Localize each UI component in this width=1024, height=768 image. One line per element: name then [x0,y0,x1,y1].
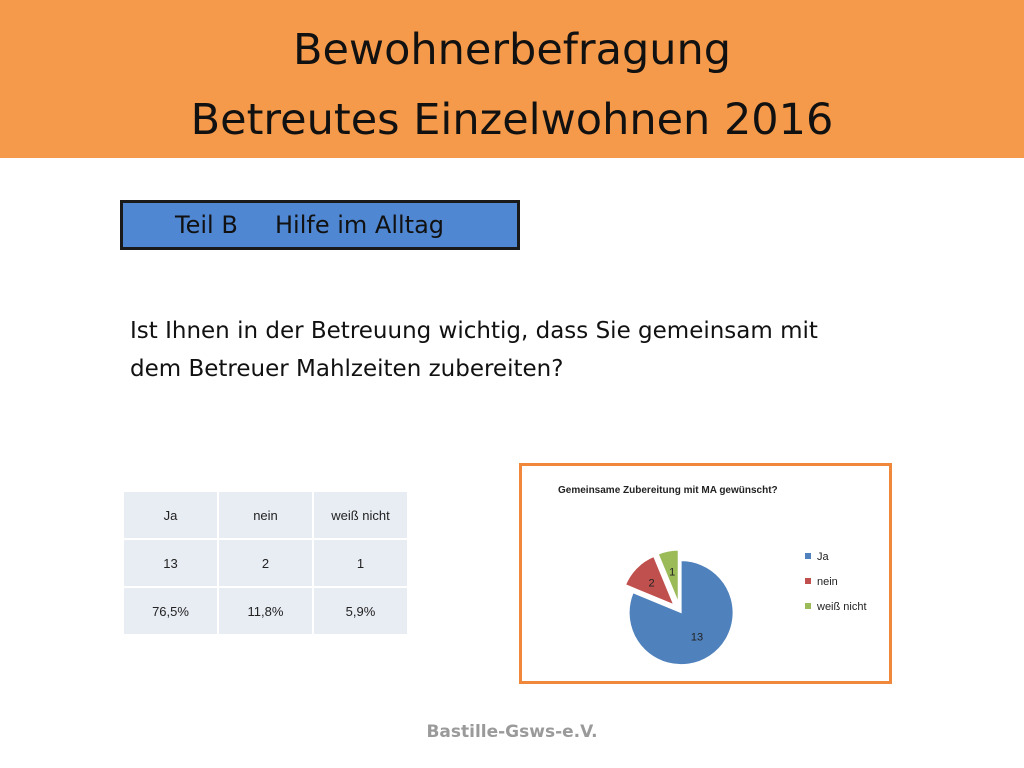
pie-chart-frame: Gemeinsame Zubereitung mit MA gewünscht?… [519,463,892,684]
results-table: Ja nein weiß nicht 13 2 1 76,5% 11,8% 5,… [122,490,409,636]
header-cell-weiss-nicht: weiß nicht [314,492,407,538]
percent-cell-nein: 11,8% [219,588,312,634]
count-cell-ja: 13 [124,540,217,586]
section-topic-label: Hilfe im Alltag [275,211,445,239]
legend-item-weiss-nicht: weiß nicht [816,601,867,613]
slice-nein [624,555,675,606]
survey-question: Ist Ihnen in der Betreuung wichtig, dass… [130,312,950,388]
table-row-counts: 13 2 1 [124,540,407,586]
data-label-weiss-nicht: 1 [669,567,675,579]
question-line1: Ist Ihnen in der Betreuung wichtig, dass… [130,318,818,344]
data-label-ja: 13 [691,631,703,643]
percent-cell-weiss-nicht: 5,9% [314,588,407,634]
pie-chart: Gemeinsame Zubereitung mit MA gewünscht?… [558,485,867,666]
data-label-nein: 2 [649,578,655,590]
page-title-line2: Betreutes Einzelwohnen 2016 [190,95,834,145]
section-heading-box: Teil B Hilfe im Alltag [120,200,520,250]
count-cell-nein: 2 [219,540,312,586]
header-cell-ja: Ja [124,492,217,538]
percent-cell-ja: 76,5% [124,588,217,634]
page-title-line1: Bewohnerbefragung [292,25,732,75]
table-header-row: Ja nein weiß nicht [124,492,407,538]
legend-item-ja-swatch [805,553,811,559]
legend-item-nein: nein [817,576,838,588]
slice-ja [628,560,734,666]
title-banner: Bewohnerbefragung Betreutes Einzelwohnen… [0,0,1024,158]
section-part-label: Teil B [175,211,238,239]
question-line2: dem Betreuer Mahlzeiten zubereiten? [130,356,564,382]
header-cell-nein: nein [219,492,312,538]
table-row-percents: 76,5% 11,8% 5,9% [124,588,407,634]
legend-item-weiss-nicht-swatch [805,603,811,609]
chart-title: Gemeinsame Zubereitung mit MA gewünscht? [558,485,778,496]
legend-item-ja: Ja [817,551,830,563]
footer-organization: Bastille-Gsws-e.V. [426,722,598,742]
slice-weiss-nicht [657,549,679,603]
legend-item-nein-swatch [805,578,811,584]
count-cell-weiss-nicht: 1 [314,540,407,586]
